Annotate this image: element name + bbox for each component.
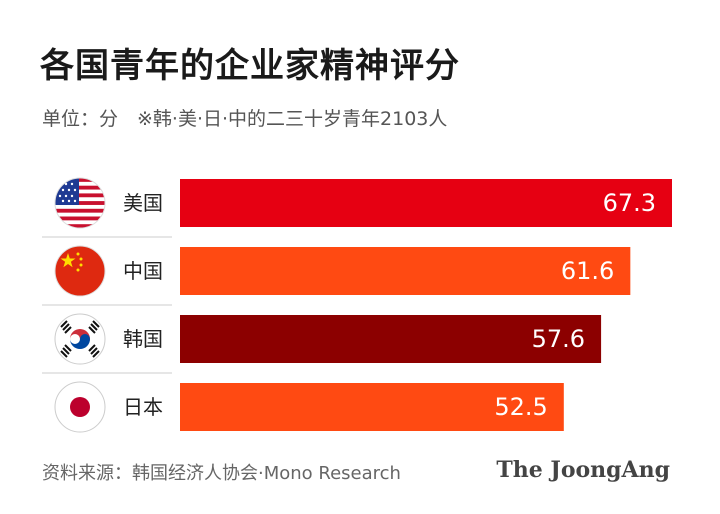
value-label-japan: 52.5: [494, 393, 547, 421]
china-flag-icon: [54, 245, 106, 297]
chart-subtitle: 单位：分 ※韩·美·日·中的二三十岁青年2103人: [42, 108, 448, 130]
bar-china: [180, 247, 631, 295]
value-label-us: 67.3: [603, 189, 656, 217]
bar-us: [180, 179, 672, 227]
chart-title: 各国青年的企业家精神评分: [40, 46, 460, 86]
bar-korea: [180, 315, 602, 363]
japan-flag-icon: [54, 381, 106, 433]
source-note: 资料来源：韩国经济人协会·Mono Research: [42, 463, 401, 484]
brand-logo: The JoongAng: [496, 457, 670, 483]
category-label-japan: 日本: [123, 395, 163, 419]
category-label-us: 美国: [123, 191, 163, 215]
category-label-korea: 韩国: [123, 327, 163, 351]
bar-japan: [180, 383, 564, 431]
value-label-china: 61.6: [561, 257, 614, 285]
us-flag-icon: [54, 177, 106, 229]
value-label-korea: 57.6: [532, 325, 585, 353]
korea-flag-icon: [54, 313, 106, 365]
category-label-china: 中国: [123, 259, 163, 283]
